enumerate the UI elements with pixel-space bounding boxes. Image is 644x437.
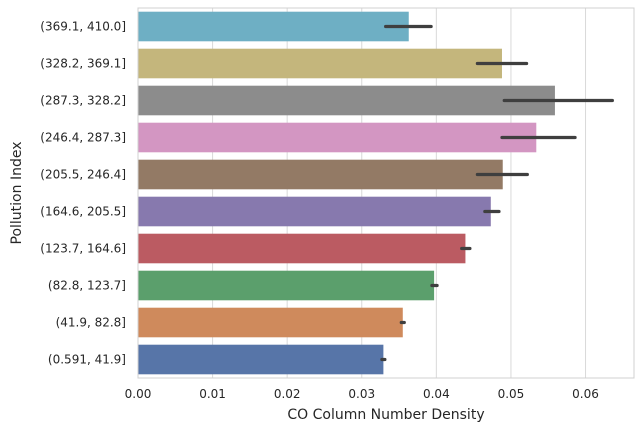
y-tick-label: (123.7, 164.6] — [40, 242, 126, 256]
x-axis-label: CO Column Number Density — [287, 407, 484, 423]
bar — [138, 85, 555, 116]
y-tick-label: (0.591, 41.9] — [48, 353, 126, 367]
y-tick-label: (287.3, 328.2] — [40, 94, 126, 108]
plot-border — [137, 7, 635, 379]
x-ticks: 0.00 0.01 0.02 0.03 0.04 0.05 0.06 — [125, 387, 599, 401]
error-bars — [380, 24, 614, 362]
y-ticks: (369.1, 410.0] (328.2, 369.1] (287.3, 328.… — [40, 20, 126, 367]
x-tick-label: 0.00 — [125, 387, 152, 401]
x-tick-label: 0.02 — [274, 387, 301, 401]
y-tick-label: (246.4, 287.3] — [40, 131, 126, 145]
y-tick-label: (82.8, 123.7] — [48, 279, 126, 293]
plot-frame — [137, 7, 635, 379]
y-axis-label: Pollution Index — [9, 142, 25, 245]
bar — [138, 122, 537, 153]
x-tick-label: 0.03 — [348, 387, 375, 401]
y-tick-label: (164.6, 205.5] — [40, 205, 126, 219]
x-tick-label: 0.04 — [423, 387, 450, 401]
x-tick-label: 0.01 — [199, 387, 226, 401]
x-tick-label: 0.06 — [572, 387, 599, 401]
y-tick-label: (41.9, 82.8] — [56, 316, 126, 330]
y-tick-label: (369.1, 410.0] — [40, 20, 126, 34]
bar — [138, 270, 435, 301]
bar — [138, 196, 491, 227]
bar — [138, 233, 466, 264]
bar — [138, 11, 409, 42]
y-tick-label: (205.5, 246.4] — [40, 168, 126, 182]
bar — [138, 307, 403, 338]
y-tick-label: (328.2, 369.1] — [40, 57, 126, 71]
bars — [138, 11, 555, 375]
x-tick-label: 0.05 — [498, 387, 525, 401]
bar — [138, 159, 503, 190]
bar — [138, 344, 384, 375]
bar — [138, 48, 502, 79]
